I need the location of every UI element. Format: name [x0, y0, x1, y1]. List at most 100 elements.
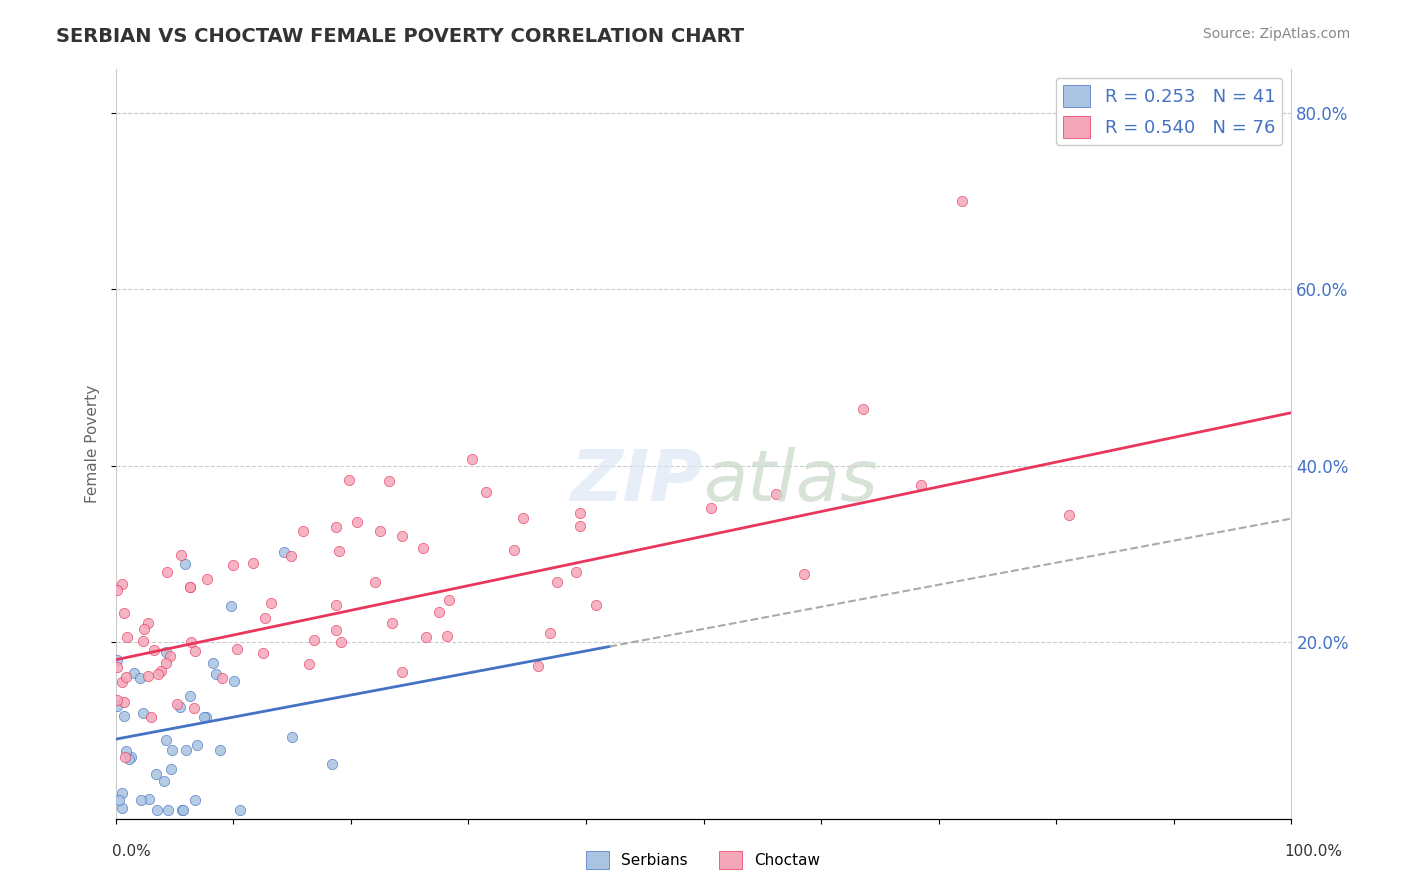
- Point: [325, 623, 347, 637]
- Y-axis label: Female Poverty: Female Poverty: [86, 384, 100, 503]
- Point: [585, 599, 607, 613]
- Point: [427, 606, 450, 620]
- Point: [280, 549, 302, 563]
- Point: [184, 644, 207, 658]
- Point: [120, 750, 142, 764]
- Point: [172, 803, 194, 817]
- Point: [538, 626, 561, 640]
- Point: [112, 606, 135, 620]
- Point: [346, 515, 368, 529]
- Point: [950, 194, 973, 208]
- Point: [253, 611, 276, 625]
- Point: [111, 577, 134, 591]
- Point: [111, 675, 134, 690]
- Point: [105, 699, 128, 714]
- Point: [142, 643, 165, 657]
- Point: [222, 674, 245, 689]
- Point: [179, 634, 201, 648]
- Point: [117, 630, 139, 644]
- Point: [138, 792, 160, 806]
- Point: [169, 699, 191, 714]
- Point: [193, 709, 215, 723]
- Point: [475, 484, 498, 499]
- Point: [260, 596, 283, 610]
- Point: [1059, 508, 1081, 522]
- Point: [205, 666, 228, 681]
- Point: [112, 695, 135, 709]
- Point: [208, 743, 231, 757]
- Point: [700, 501, 723, 516]
- Point: [156, 565, 179, 579]
- Point: [159, 648, 181, 663]
- Point: [568, 519, 591, 533]
- Point: [325, 599, 347, 613]
- Point: [229, 803, 252, 817]
- Point: [136, 615, 159, 630]
- Point: [219, 599, 242, 613]
- Point: [139, 709, 162, 723]
- Point: [166, 697, 188, 711]
- Point: [377, 474, 399, 488]
- Text: 0.0%: 0.0%: [112, 845, 152, 859]
- Point: [226, 641, 249, 656]
- Point: [325, 520, 347, 534]
- Point: [194, 710, 217, 724]
- Point: [291, 524, 314, 538]
- Point: [512, 511, 534, 525]
- Point: [503, 543, 526, 558]
- Point: [145, 803, 167, 817]
- Point: [183, 700, 205, 714]
- Text: 100.0%: 100.0%: [1285, 845, 1343, 859]
- Point: [129, 793, 152, 807]
- Text: Source: ZipAtlas.com: Source: ZipAtlas.com: [1202, 27, 1350, 41]
- Point: [108, 793, 131, 807]
- Point: [156, 803, 179, 817]
- Point: [363, 575, 385, 590]
- Point: [131, 706, 153, 720]
- Point: [273, 544, 295, 558]
- Point: [195, 572, 218, 586]
- Point: [436, 629, 458, 643]
- Point: [117, 752, 139, 766]
- Point: [329, 635, 352, 649]
- Point: [160, 743, 183, 757]
- Text: ZIP: ZIP: [571, 447, 703, 516]
- Point: [115, 670, 138, 684]
- Point: [111, 801, 134, 815]
- Point: [321, 756, 343, 771]
- Point: [565, 566, 588, 580]
- Point: [172, 803, 194, 817]
- Point: [132, 623, 155, 637]
- Point: [851, 401, 873, 416]
- Point: [159, 762, 181, 776]
- Legend: Serbians, Choctaw: Serbians, Choctaw: [581, 845, 825, 875]
- Point: [105, 653, 128, 667]
- Point: [527, 659, 550, 673]
- Point: [242, 556, 264, 570]
- Point: [132, 634, 155, 648]
- Point: [114, 750, 136, 764]
- Point: [380, 616, 402, 631]
- Point: [202, 656, 225, 670]
- Point: [170, 548, 193, 562]
- Point: [155, 656, 177, 670]
- Point: [298, 657, 321, 671]
- Point: [391, 665, 413, 679]
- Point: [765, 487, 787, 501]
- Point: [222, 558, 245, 572]
- Point: [105, 660, 128, 674]
- Point: [302, 632, 325, 647]
- Point: [415, 630, 437, 644]
- Point: [461, 451, 484, 466]
- Point: [122, 665, 145, 680]
- Point: [391, 529, 413, 543]
- Point: [568, 506, 591, 520]
- Point: [150, 664, 173, 678]
- Point: [174, 558, 197, 572]
- Text: SERBIAN VS CHOCTAW FEMALE POVERTY CORRELATION CHART: SERBIAN VS CHOCTAW FEMALE POVERTY CORREL…: [56, 27, 744, 45]
- Point: [186, 739, 208, 753]
- Legend: R = 0.253   N = 41, R = 0.540   N = 76: R = 0.253 N = 41, R = 0.540 N = 76: [1056, 78, 1282, 145]
- Point: [412, 541, 434, 556]
- Point: [793, 567, 815, 582]
- Point: [148, 667, 170, 681]
